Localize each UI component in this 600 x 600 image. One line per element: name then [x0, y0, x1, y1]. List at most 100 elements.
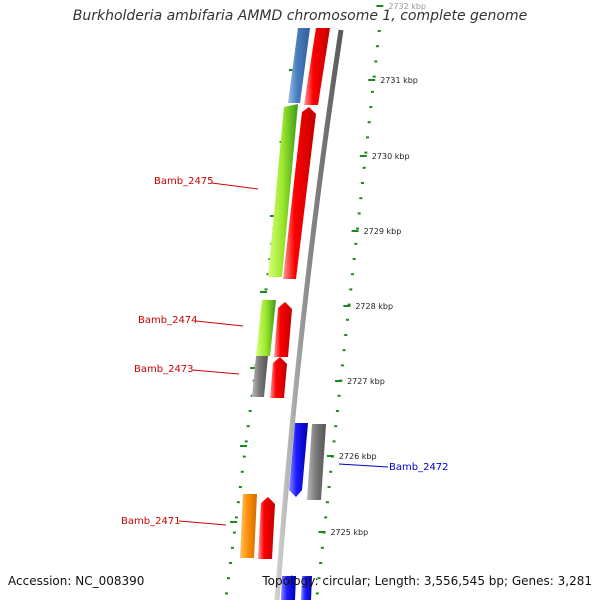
tick-mark-major-left	[230, 521, 238, 523]
tick-mark-major-left	[269, 215, 277, 217]
feature-bamb2475-lime[interactable]	[268, 104, 298, 277]
tick-label: 2725 kbp	[330, 528, 368, 537]
tick-mark-major	[335, 380, 343, 382]
feature-bamb2473-red[interactable]	[270, 357, 287, 398]
tick-dot-right	[349, 288, 353, 291]
backbone-track	[274, 29, 344, 600]
tick-dot-right	[357, 212, 361, 215]
feature-bottom-blue[interactable]	[281, 576, 312, 600]
tick-dot-right	[371, 90, 375, 93]
tick-dot-right	[315, 592, 319, 595]
tick-dot-left	[238, 486, 242, 488]
tick-dot-left	[242, 455, 246, 458]
feature-bamb2472-gray[interactable]	[307, 424, 326, 500]
tick-dot-right	[367, 121, 371, 124]
tick-dot-right	[329, 470, 333, 473]
tick-dot-right	[332, 440, 336, 443]
tick-dot-right	[374, 60, 378, 63]
connector-bamb2474	[195, 320, 244, 327]
gene-label-bamb2474[interactable]: Bamb_2474	[138, 315, 198, 326]
tick-dot-right	[327, 486, 331, 488]
tick-mark-major-left	[250, 367, 258, 369]
tick-dot-right	[369, 106, 373, 108]
accession-text: Accession: NC_008390	[8, 574, 145, 588]
tick-dot-right	[347, 303, 351, 306]
feature-bamb2473-gray[interactable]	[252, 356, 268, 397]
tick-dot-right	[354, 242, 358, 245]
tick-label: 2732 kbp	[388, 2, 426, 11]
tick-label: 2731 kbp	[380, 76, 418, 85]
tick-label: 2730 kbp	[372, 152, 410, 161]
tick-dot-right	[337, 394, 341, 397]
connector-bamb2475	[211, 182, 259, 190]
tick-dot-left	[248, 410, 252, 412]
tick-dot-right	[340, 364, 344, 367]
tick-mark-major	[351, 230, 359, 232]
tick-dot-left	[228, 562, 232, 564]
feature-bamb2475-red[interactable]	[283, 107, 316, 279]
tick-mark-major-left	[240, 445, 248, 447]
feature-bamb2471-red[interactable]	[258, 497, 275, 559]
tick-mark-major	[343, 305, 351, 307]
tick-dot-right	[365, 136, 369, 139]
tick-mark-major	[318, 531, 326, 533]
tick-dot-right	[325, 501, 329, 504]
gene-label-bamb2475[interactable]: Bamb_2475	[154, 176, 214, 187]
tick-dot-right	[355, 227, 359, 230]
tick-dot-left	[244, 440, 248, 443]
tick-dot-right	[335, 410, 339, 412]
tick-dot-right	[360, 182, 364, 184]
tick-dot-right	[352, 258, 356, 260]
tick-dot-right	[350, 273, 354, 276]
genome-summary-text: Topology: circular; Length: 3,556,545 bp…	[262, 574, 592, 588]
tick-dot-right	[372, 75, 376, 78]
gene-label-bamb2472[interactable]: Bamb_2472	[389, 462, 449, 473]
gene-label-bamb2471[interactable]: Bamb_2471	[121, 516, 181, 527]
tick-dot-right	[320, 546, 324, 549]
tick-dot-left	[236, 501, 240, 504]
tick-mark-major-left	[260, 291, 268, 293]
tick-dot-right	[342, 349, 346, 352]
feature-top-red[interactable]	[304, 28, 330, 105]
tick-dot-right	[319, 562, 323, 564]
tick-dot-left	[232, 531, 236, 534]
tick-dot-left	[246, 425, 250, 428]
tick-dot-right	[364, 151, 368, 154]
tick-dot-right	[362, 166, 366, 169]
tick-dot-left	[230, 546, 234, 549]
tick-mark-major	[376, 5, 384, 7]
gene-label-bamb2473[interactable]: Bamb_2473	[134, 364, 194, 375]
tick-mark-major-left	[288, 69, 296, 71]
tick-labels: 2732 kbp 2731 kbp 2730 kbp 2729 kbp 2728 kbp…	[318, 2, 426, 537]
tick-dot-left	[226, 577, 230, 580]
feature-bamb2474-lime[interactable]	[256, 300, 276, 356]
tick-label: 2728 kbp	[355, 302, 393, 311]
tick-label: 2726 kbp	[339, 452, 377, 461]
tick-dot-right	[376, 45, 380, 48]
feature-bamb2474-red[interactable]	[274, 302, 292, 357]
tick-dot-right	[317, 577, 321, 580]
tick-dot-right	[334, 425, 338, 428]
connector-bamb2473	[191, 369, 240, 375]
tick-mark-major	[359, 155, 367, 157]
tick-dot-left	[240, 470, 244, 473]
feature-bamb2472-blue[interactable]	[289, 423, 308, 497]
tick-dot-right	[344, 334, 348, 336]
feature-top-steelblue[interactable]	[288, 28, 310, 103]
tick-mark-major	[368, 79, 376, 81]
tick-dot-left	[266, 273, 270, 276]
tick-label: 2727 kbp	[347, 377, 385, 386]
tick-dot-right	[377, 30, 381, 32]
tick-dot-left	[264, 288, 268, 291]
tick-dot-right	[324, 516, 328, 519]
map-title: Burkholderia ambifaria AMMD chromosome 1…	[72, 8, 528, 24]
connector-bamb2472	[338, 463, 389, 468]
tick-dot-tracks	[224, 30, 381, 595]
tick-label: 2729 kbp	[364, 227, 402, 236]
feature-bamb2471-orange[interactable]	[240, 494, 257, 558]
tick-dot-right	[359, 197, 363, 200]
tick-mark-major	[326, 455, 334, 457]
tick-dot-right	[345, 318, 349, 321]
